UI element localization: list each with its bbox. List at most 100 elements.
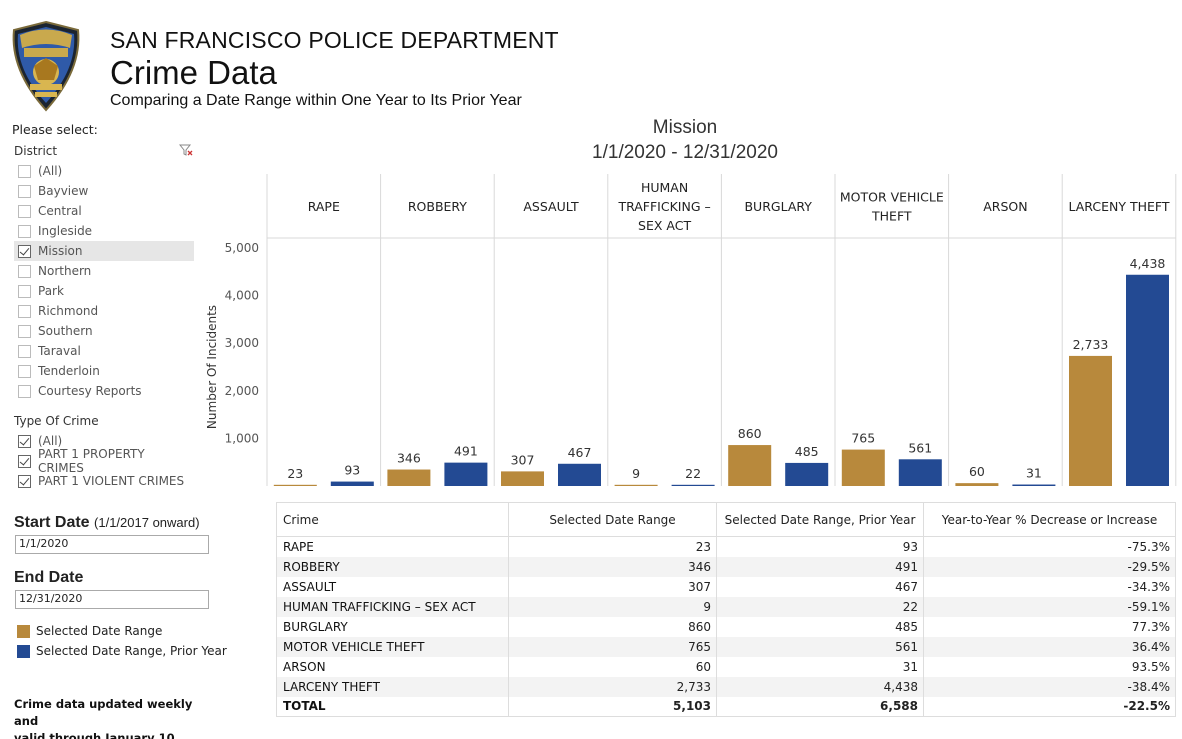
category-label: ARSON bbox=[983, 199, 1027, 214]
cell-total-label: TOTAL bbox=[276, 696, 509, 717]
legend-label-prior-year: Selected Date Range, Prior Year bbox=[36, 644, 227, 658]
cell-percent-change: 77.3% bbox=[923, 616, 1176, 637]
cell-prior-year: 93 bbox=[716, 536, 924, 557]
district-option-label: Central bbox=[38, 204, 82, 218]
category-label: ASSAULT bbox=[523, 199, 579, 214]
clear-filter-icon[interactable] bbox=[179, 143, 193, 157]
district-option-label: (All) bbox=[38, 164, 63, 178]
district-option-label: Bayview bbox=[38, 184, 89, 198]
checkbox[interactable] bbox=[18, 384, 31, 398]
checkbox[interactable] bbox=[18, 244, 31, 258]
bar-selected-range bbox=[728, 445, 772, 486]
checkbox[interactable] bbox=[18, 224, 31, 238]
district-option-label: Courtesy Reports bbox=[38, 384, 142, 398]
district-option[interactable]: Bayview bbox=[14, 181, 194, 201]
y-tick-label: 1,000 bbox=[225, 431, 259, 445]
crime-type-option[interactable]: PART 1 VIOLENT CRIMES bbox=[14, 471, 194, 491]
start-date-input[interactable]: 1/1/2020 bbox=[15, 535, 209, 554]
checkbox[interactable] bbox=[18, 474, 31, 488]
cell-crime: ASSAULT bbox=[276, 576, 509, 597]
district-option[interactable]: Central bbox=[14, 201, 194, 221]
district-option[interactable]: Park bbox=[14, 281, 194, 301]
cell-crime: RAPE bbox=[276, 536, 509, 557]
district-option[interactable]: Ingleside bbox=[14, 221, 194, 241]
start-date-note: (1/1/2017 onward) bbox=[94, 515, 200, 530]
district-option-label: Taraval bbox=[38, 344, 81, 358]
checkbox[interactable] bbox=[18, 184, 31, 198]
crime-bar-chart: RAPE ROBBERY ASSAULT HUMAN TRAFFICKING – SEX … bbox=[205, 174, 1177, 486]
bar-value-label: 561 bbox=[908, 440, 932, 455]
checkbox[interactable] bbox=[18, 454, 31, 468]
y-tick-label: 5,000 bbox=[225, 241, 259, 255]
cell-crime: BURGLARY bbox=[276, 616, 509, 637]
legend-swatch-gold bbox=[17, 624, 30, 638]
legend-label-selected-range: Selected Date Range bbox=[36, 624, 163, 638]
district-option[interactable]: Northern bbox=[14, 261, 194, 281]
table-header-row: Crime Selected Date Range Selected Date … bbox=[276, 502, 1176, 537]
crime-type-filter-label: Type Of Crime bbox=[14, 414, 99, 428]
legend-swatch-blue bbox=[17, 644, 30, 658]
district-filter-label: District bbox=[14, 144, 58, 158]
district-option[interactable]: Taraval bbox=[14, 341, 194, 361]
cell-selected-range: 307 bbox=[508, 576, 717, 597]
district-option[interactable]: (All) bbox=[14, 161, 194, 181]
crime-type-option-label: (All) bbox=[38, 434, 63, 448]
please-select-label: Please select: bbox=[12, 122, 98, 137]
cell-prior-year: 485 bbox=[716, 616, 924, 637]
table-row: ASSAULT 307 467 -34.3% bbox=[276, 576, 1176, 597]
checkbox[interactable] bbox=[18, 164, 31, 178]
category-label: BURGLARY bbox=[744, 199, 812, 214]
bar-value-label: 860 bbox=[738, 426, 762, 441]
cell-total-percent: -22.5% bbox=[923, 696, 1176, 717]
end-date-input[interactable]: 12/31/2020 bbox=[15, 590, 209, 609]
crime-type-option[interactable]: (All) bbox=[14, 431, 194, 451]
end-date-label: End Date bbox=[14, 569, 84, 586]
category-label: ROBBERY bbox=[408, 199, 467, 214]
bar-value-label: 4,438 bbox=[1130, 256, 1166, 271]
bar-prior-year bbox=[330, 481, 374, 486]
checkbox[interactable] bbox=[18, 264, 31, 278]
column-header-crime: Crime bbox=[276, 502, 509, 537]
bar-prior-year bbox=[444, 462, 488, 486]
checkbox[interactable] bbox=[18, 344, 31, 358]
page-subtitle: Comparing a Date Range within One Year t… bbox=[110, 92, 522, 109]
cell-selected-range: 346 bbox=[508, 556, 717, 577]
category-label: MOTOR VEHICLE bbox=[840, 190, 944, 205]
district-option-label: Mission bbox=[38, 244, 83, 258]
cell-total-selected: 5,103 bbox=[508, 696, 717, 717]
district-option[interactable]: Southern bbox=[14, 321, 194, 341]
bar-prior-year bbox=[671, 484, 715, 486]
checkbox[interactable] bbox=[18, 434, 31, 448]
district-option-label: Tenderloin bbox=[38, 364, 100, 378]
checkbox[interactable] bbox=[18, 364, 31, 378]
district-option[interactable]: Tenderloin bbox=[14, 361, 194, 381]
table-row: LARCENY THEFT 2,733 4,438 -38.4% bbox=[276, 676, 1176, 697]
crime-summary-table: Crime Selected Date Range Selected Date … bbox=[276, 502, 1176, 717]
table-row: ARSON 60 31 93.5% bbox=[276, 656, 1176, 677]
checkbox[interactable] bbox=[18, 284, 31, 298]
checkbox[interactable] bbox=[18, 304, 31, 318]
crime-type-option[interactable]: PART 1 PROPERTY CRIMES bbox=[14, 447, 194, 475]
cell-selected-range: 860 bbox=[508, 616, 717, 637]
checkbox[interactable] bbox=[18, 204, 31, 218]
y-axis-label: Number Of Incidents bbox=[205, 305, 219, 429]
bar-prior-year bbox=[898, 459, 942, 486]
district-option-label: Richmond bbox=[38, 304, 99, 318]
category-label: SEX ACT bbox=[638, 218, 691, 233]
start-date-title: Start Date bbox=[14, 514, 90, 531]
cell-prior-year: 22 bbox=[716, 596, 924, 617]
cell-crime: LARCENY THEFT bbox=[276, 676, 509, 697]
district-option[interactable]: Richmond bbox=[14, 301, 194, 321]
cell-crime: ARSON bbox=[276, 656, 509, 677]
cell-percent-change: 93.5% bbox=[923, 656, 1176, 677]
checkbox[interactable] bbox=[18, 324, 31, 338]
y-tick-label: 3,000 bbox=[225, 336, 259, 350]
bar-selected-range bbox=[614, 484, 658, 486]
data-updated-note: Crime data updated weekly and valid thro… bbox=[14, 696, 214, 739]
bar-value-label: 485 bbox=[795, 444, 819, 459]
cell-crime: HUMAN TRAFFICKING – SEX ACT bbox=[276, 596, 509, 617]
data-updated-line-2: valid through January 10, 2021 bbox=[14, 731, 179, 739]
district-option[interactable]: Mission bbox=[14, 241, 194, 261]
district-option[interactable]: Courtesy Reports bbox=[14, 381, 194, 401]
cell-percent-change: -75.3% bbox=[923, 536, 1176, 557]
